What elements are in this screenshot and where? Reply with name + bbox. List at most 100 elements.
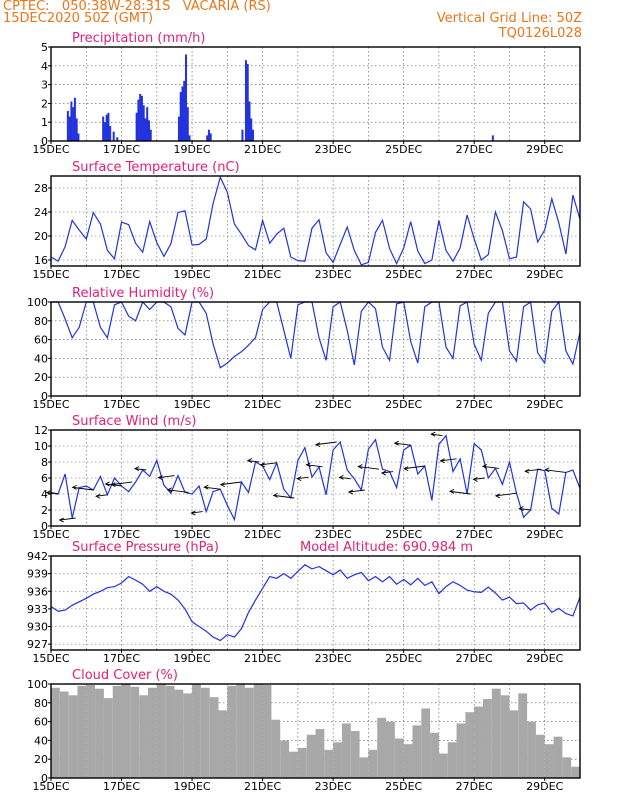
y-tick-label: 40	[34, 734, 48, 747]
y-tick-label: 28	[34, 182, 48, 195]
wind-arrow-head	[430, 431, 436, 437]
y-tick-label: 4	[41, 60, 48, 73]
cloud-bar	[394, 738, 404, 778]
y-tick-label: 3	[41, 79, 48, 92]
cloud-bar	[474, 706, 484, 778]
cloud-panel: 0 20 40 60 80 100 15DEC 17DEC 19DEC 21DEC 23DEC 25D…	[27, 668, 581, 793]
cloud-bar	[244, 687, 254, 778]
cloud-bar	[518, 693, 528, 778]
wind-arrow-head	[95, 493, 101, 499]
wind-arrow	[273, 494, 295, 499]
y-tick-label: 933	[27, 603, 48, 616]
cloud-bar	[253, 684, 263, 778]
y-tick-label: 12	[34, 424, 48, 437]
cloud-bar	[500, 695, 510, 778]
wind-arrow	[46, 492, 59, 495]
cloud-bar	[456, 723, 466, 778]
cloud-bar	[130, 686, 140, 778]
wind-arrow	[134, 468, 147, 471]
x-tick-label: 15DEC	[32, 652, 69, 665]
precip-bar	[70, 101, 73, 141]
pres-panel: 927 930 933 936 939 942 15DEC 17DEC 19DEC 21DEC 23…	[27, 540, 581, 665]
precip-bar	[207, 129, 210, 141]
wind-arrow-head	[380, 470, 387, 476]
y-tick-label: 100	[27, 296, 48, 309]
y-tick-label: 939	[27, 568, 48, 581]
y-tick-label: 8	[41, 456, 48, 469]
cloud-bar	[183, 693, 193, 778]
wind-arrow	[158, 475, 175, 479]
precip-bar	[73, 97, 76, 141]
precip-bar	[183, 80, 186, 141]
wind-arrow	[394, 442, 411, 446]
y-tick-label: 6	[41, 472, 48, 485]
wind-arrow	[482, 465, 499, 469]
y-tick-label: 20	[34, 753, 48, 766]
precip-bar	[105, 114, 108, 141]
precip-bar	[147, 120, 150, 141]
cloud-bar	[465, 712, 475, 778]
x-tick-label: 25DEC	[385, 652, 422, 665]
wind-arrow	[59, 517, 76, 521]
wind-arrow	[348, 489, 365, 493]
wind-arrow-head	[305, 462, 311, 468]
wind-arrow-head	[524, 468, 530, 474]
cloud-bar	[227, 685, 237, 778]
cloud-bar	[438, 753, 448, 778]
cloud-bar	[386, 721, 395, 778]
x-tick-label: 25DEC	[385, 268, 422, 281]
cloud-bar	[315, 729, 325, 778]
y-tick-label: 0	[41, 390, 48, 403]
precip-bar	[140, 95, 143, 141]
grid-note-header: Vertical Grid Line: 50Z	[436, 11, 582, 26]
rh-frame	[50, 301, 581, 397]
x-tick-label: 27DEC	[456, 528, 493, 541]
wind-arrow	[449, 490, 471, 495]
y-tick-label: 0	[41, 135, 48, 148]
pres-annotation: Model Altitude: 690.984 m	[300, 540, 473, 555]
x-tick-label: 23DEC	[315, 398, 352, 411]
y-tick-label: 1	[41, 116, 48, 129]
precip-bar	[252, 129, 255, 141]
x-tick-label: 17DEC	[103, 143, 140, 156]
precip-bar	[75, 118, 78, 141]
x-tick-label: 21DEC	[244, 398, 281, 411]
precip-bar	[186, 107, 189, 141]
temp-title: Surface Temperature (nC)	[72, 160, 240, 175]
wind-arrow	[381, 471, 394, 474]
x-tick-label: 29DEC	[526, 780, 563, 793]
precip-bar	[206, 135, 209, 141]
cloud-bar	[156, 684, 166, 778]
cloud-bar	[218, 710, 228, 778]
x-tick-label: 23DEC	[315, 143, 352, 156]
precip-bar	[491, 135, 494, 141]
precip-bar	[181, 86, 184, 141]
y-tick-label: 16	[34, 254, 48, 267]
cloud-bar	[447, 742, 457, 778]
cloud-bar	[262, 684, 272, 778]
cloud-bar	[165, 685, 175, 778]
precip-bar	[102, 116, 105, 141]
wind-arrow	[297, 476, 309, 480]
precip-bar	[137, 99, 140, 141]
cloud-bar	[491, 688, 501, 778]
cloud-bar	[59, 691, 69, 778]
cloud-bar	[297, 747, 307, 778]
y-tick-label: 20	[34, 371, 48, 384]
y-tick-label: 2	[41, 504, 48, 517]
precip-bar	[149, 129, 152, 141]
wind-panel: 0 2 4 6 8 10 12 15DEC 17DEC 19DEC 21DEC 23DEC 25DEC 2…	[32, 414, 581, 541]
cloud-bar	[341, 723, 351, 778]
wind-arrow	[260, 462, 277, 466]
wind-arrow	[431, 433, 443, 437]
wind-arrow	[111, 481, 133, 486]
y-tick-label: 10	[34, 440, 48, 453]
wind-arrow-head	[190, 510, 196, 516]
wind-arrow-head	[71, 484, 77, 490]
wind-title: Surface Wind (m/s)	[72, 414, 196, 429]
x-tick-label: 23DEC	[315, 268, 352, 281]
x-tick-label: 21DEC	[244, 528, 281, 541]
x-tick-label: 25DEC	[385, 528, 422, 541]
x-tick-label: 25DEC	[385, 780, 422, 793]
precip-bar	[72, 107, 75, 141]
